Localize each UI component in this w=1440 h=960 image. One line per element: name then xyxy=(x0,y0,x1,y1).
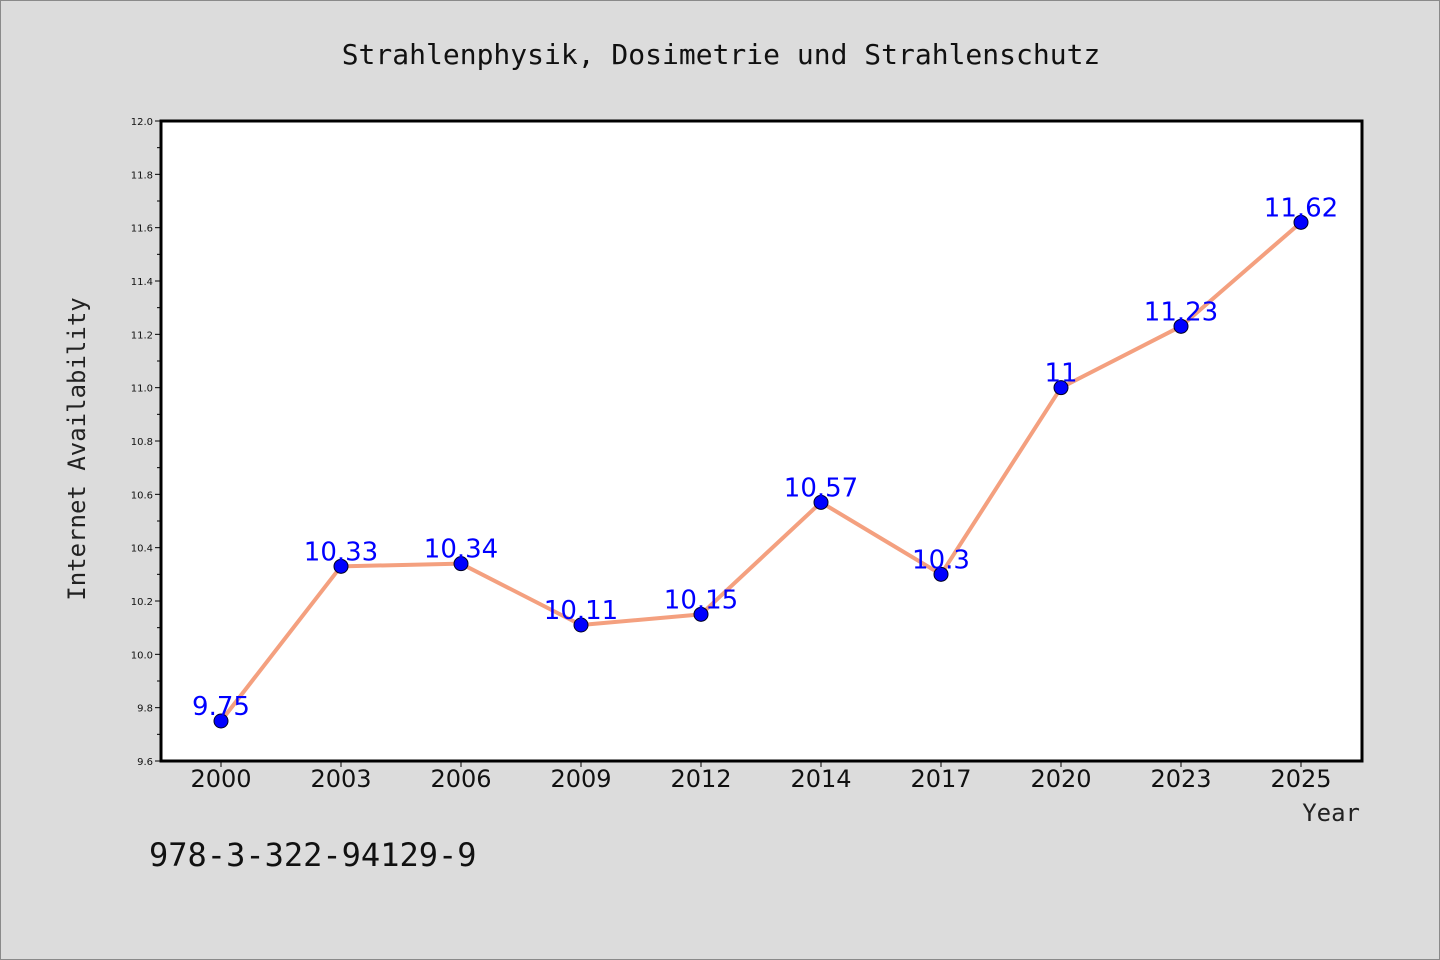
data-label: 10.34 xyxy=(424,535,498,565)
chart-title: Strahlenphysik, Dosimetrie und Strahlens… xyxy=(342,38,1101,71)
x-tick-label: 2006 xyxy=(430,765,491,793)
y-tick-label: 9.6 xyxy=(137,757,153,768)
data-point-marker xyxy=(453,556,469,572)
data-point-marker xyxy=(693,606,709,622)
y-tick-label: 10.0 xyxy=(131,650,153,661)
data-point-marker xyxy=(933,566,949,582)
data-label: 10.33 xyxy=(304,537,378,567)
y-tick-label: 11.2 xyxy=(131,330,153,341)
data-point-marker xyxy=(1293,214,1309,230)
data-label: 10.15 xyxy=(664,585,738,615)
data-label: 11.23 xyxy=(1144,297,1218,327)
x-axis-label: Year xyxy=(1302,799,1360,827)
data-label: 9.75 xyxy=(192,692,250,722)
x-tick-label: 2014 xyxy=(790,765,851,793)
y-tick-label: 9.8 xyxy=(137,704,153,715)
data-label: 11.62 xyxy=(1264,193,1338,223)
x-tick-label: 2003 xyxy=(310,765,371,793)
y-tick-label: 10.6 xyxy=(131,490,153,501)
plot-area xyxy=(161,121,1362,761)
data-point-marker xyxy=(573,617,589,633)
y-tick-label: 12.0 xyxy=(131,117,153,128)
x-tick-label: 2023 xyxy=(1150,765,1211,793)
data-label: 10.57 xyxy=(784,473,858,503)
y-tick-labels: 9.6 9.8 10.0 10.2 10.4 10.6 10.8 11.0 11.2 11.4 11… xyxy=(131,117,153,768)
data-point-marker xyxy=(333,558,349,574)
y-tick-label: 11.0 xyxy=(131,384,153,395)
y-tick-label: 10.8 xyxy=(131,437,153,448)
data-point-marker xyxy=(1173,318,1189,334)
plot-border xyxy=(159,119,1364,763)
y-tick-label: 10.4 xyxy=(131,544,153,555)
series-line xyxy=(219,220,1303,723)
y-tick-label: 11.4 xyxy=(131,277,153,288)
x-tick-label: 2017 xyxy=(910,765,971,793)
isbn-text: 978-3-322-94129-9 xyxy=(149,836,477,874)
data-labels: 9.75 10.33 10.34 10.11 10.15 10.57 10.3 11 11.23… xyxy=(192,193,1338,722)
x-tick-label: 2009 xyxy=(550,765,611,793)
y-tick-label: 11.8 xyxy=(131,170,153,181)
x-tick-labels: 2000 2003 2006 2009 2012 2014 2017 2020 2023 2025 xyxy=(190,765,1331,793)
x-tick-label: 2020 xyxy=(1030,765,1091,793)
data-label: 10.3 xyxy=(912,545,970,575)
x-tick-label: 2025 xyxy=(1270,765,1331,793)
data-label: 11 xyxy=(1044,359,1077,389)
data-point-marker xyxy=(1053,380,1069,396)
y-tick-label: 10.2 xyxy=(131,597,153,608)
x-tick-label: 2000 xyxy=(190,765,251,793)
series-markers xyxy=(213,214,1309,729)
y-tick-label: 11.6 xyxy=(131,224,153,235)
data-point-marker xyxy=(213,713,229,729)
data-point-marker xyxy=(813,494,829,510)
data-label: 10.11 xyxy=(544,596,618,626)
x-tick-label: 2012 xyxy=(670,765,731,793)
y-axis-label: Internet Availability xyxy=(63,297,91,600)
